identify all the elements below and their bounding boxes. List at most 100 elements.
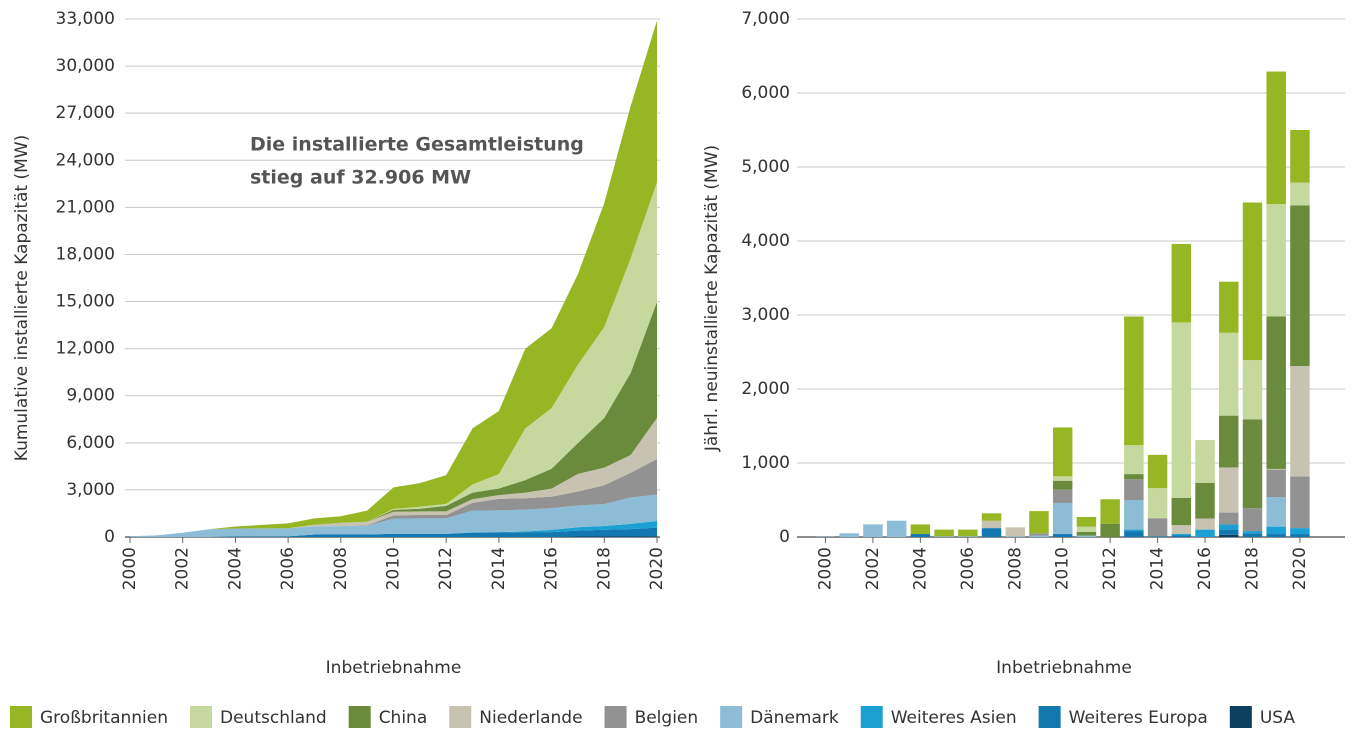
area bbox=[130, 494, 657, 537]
legend-label: USA bbox=[1260, 708, 1296, 728]
bar bbox=[934, 529, 954, 537]
bar bbox=[1124, 474, 1144, 480]
bar bbox=[1076, 526, 1097, 532]
bar bbox=[1219, 467, 1239, 513]
bar bbox=[1147, 454, 1168, 489]
x-axis-title: Inbetriebnahme bbox=[996, 658, 1132, 678]
y-tick-label: 4,000 bbox=[741, 231, 790, 251]
bar bbox=[1124, 529, 1144, 532]
plot-marks bbox=[130, 20, 657, 537]
bar bbox=[1124, 531, 1144, 537]
bar bbox=[1171, 534, 1192, 536]
x-tick-label: 2018 bbox=[1242, 547, 1262, 590]
bar bbox=[1171, 535, 1192, 537]
bar bbox=[1147, 488, 1168, 518]
bar bbox=[1052, 489, 1073, 503]
legend-label: Weiteres Europa bbox=[1069, 708, 1208, 728]
bar bbox=[1052, 480, 1073, 490]
bar bbox=[1124, 445, 1144, 475]
y-tick-label: 9,000 bbox=[66, 386, 115, 406]
y-tick-label: 15,000 bbox=[56, 292, 115, 312]
bar bbox=[1147, 517, 1168, 519]
bar bbox=[1147, 518, 1168, 537]
bar bbox=[1290, 182, 1310, 206]
y-tick-label: 33,000 bbox=[56, 9, 115, 29]
bar bbox=[1029, 533, 1049, 536]
x-tick-label: 2010 bbox=[384, 547, 404, 590]
legend-swatch bbox=[1038, 706, 1061, 728]
y-tick-label: 7,000 bbox=[741, 9, 790, 29]
bar bbox=[1242, 531, 1263, 534]
legend-label: Großbritannien bbox=[40, 708, 168, 728]
legend-label: Niederlande bbox=[479, 708, 582, 728]
area bbox=[130, 527, 657, 537]
bar bbox=[1219, 524, 1239, 530]
bar bbox=[958, 529, 978, 537]
area bbox=[130, 536, 657, 537]
annotation: Die installierte Gesamtleistung bbox=[250, 134, 584, 156]
bar bbox=[1147, 536, 1168, 537]
x-tick-label: 2006 bbox=[278, 547, 298, 590]
bar bbox=[886, 520, 907, 537]
bar bbox=[1242, 508, 1263, 532]
x-tick-label: 2002 bbox=[863, 547, 883, 590]
x-tick-label: 2018 bbox=[594, 547, 614, 590]
bar bbox=[1219, 332, 1239, 416]
x-tick-label: 2014 bbox=[489, 547, 509, 590]
area bbox=[130, 417, 657, 537]
x-tick-label: 2010 bbox=[1053, 547, 1073, 590]
bar bbox=[1124, 500, 1144, 530]
bar bbox=[1124, 479, 1144, 500]
bar bbox=[1290, 366, 1310, 477]
bar bbox=[1076, 531, 1097, 536]
y-tick-label: 30,000 bbox=[56, 56, 115, 76]
x-tick-label: 2020 bbox=[647, 547, 667, 590]
y-tick-label: 1,000 bbox=[741, 453, 790, 473]
bar bbox=[1242, 202, 1263, 361]
bar bbox=[1052, 502, 1073, 535]
bar bbox=[1052, 476, 1073, 481]
bar bbox=[1242, 360, 1263, 420]
legend-swatch bbox=[860, 706, 883, 728]
y-tick-label: 0 bbox=[779, 527, 790, 547]
bar bbox=[1171, 243, 1192, 323]
bar bbox=[863, 524, 883, 537]
legend-label: Dänemark bbox=[750, 708, 839, 728]
y-tick-label: 21,000 bbox=[56, 197, 115, 217]
bar bbox=[1290, 476, 1310, 529]
bar bbox=[1171, 497, 1192, 526]
bar bbox=[1195, 482, 1215, 519]
y-tick-label: 12,000 bbox=[56, 339, 115, 359]
x-tick-label: 2000 bbox=[120, 547, 140, 590]
y-tick-label: 6,000 bbox=[741, 83, 790, 103]
bar bbox=[1242, 533, 1263, 537]
y-tick-label: 6,000 bbox=[66, 433, 115, 453]
y-tick-label: 2,000 bbox=[741, 379, 790, 399]
plot-marks bbox=[815, 71, 1310, 537]
bar bbox=[1266, 534, 1286, 537]
x-tick-label: 2008 bbox=[1005, 547, 1025, 590]
bar bbox=[981, 520, 1002, 529]
legend-swatch bbox=[1229, 706, 1252, 728]
x-tick-label: 2012 bbox=[436, 547, 456, 590]
x-tick-label: 2006 bbox=[958, 547, 978, 590]
annotation: stieg auf 32.906 MW bbox=[250, 167, 471, 189]
bar bbox=[958, 536, 978, 537]
legend-swatch bbox=[10, 706, 32, 728]
y-tick-label: 27,000 bbox=[56, 103, 115, 123]
y-axis-title: Jährl. neuinstallierte Kapazität (MW) bbox=[702, 145, 722, 452]
bar bbox=[1076, 517, 1097, 527]
legend-swatch bbox=[348, 706, 371, 728]
legend-label: Weiteres Asien bbox=[891, 708, 1017, 728]
bar bbox=[1195, 518, 1215, 530]
bar bbox=[1219, 512, 1239, 525]
x-tick-label: 2002 bbox=[173, 547, 193, 590]
legend-label: Belgien bbox=[635, 708, 699, 728]
x-tick-label: 2000 bbox=[815, 547, 835, 590]
area bbox=[130, 20, 657, 537]
bar bbox=[1195, 440, 1215, 483]
bar bbox=[1076, 535, 1097, 537]
x-tick-label: 2016 bbox=[542, 547, 562, 590]
y-tick-label: 5,000 bbox=[741, 157, 790, 177]
legend-swatch bbox=[449, 706, 472, 728]
